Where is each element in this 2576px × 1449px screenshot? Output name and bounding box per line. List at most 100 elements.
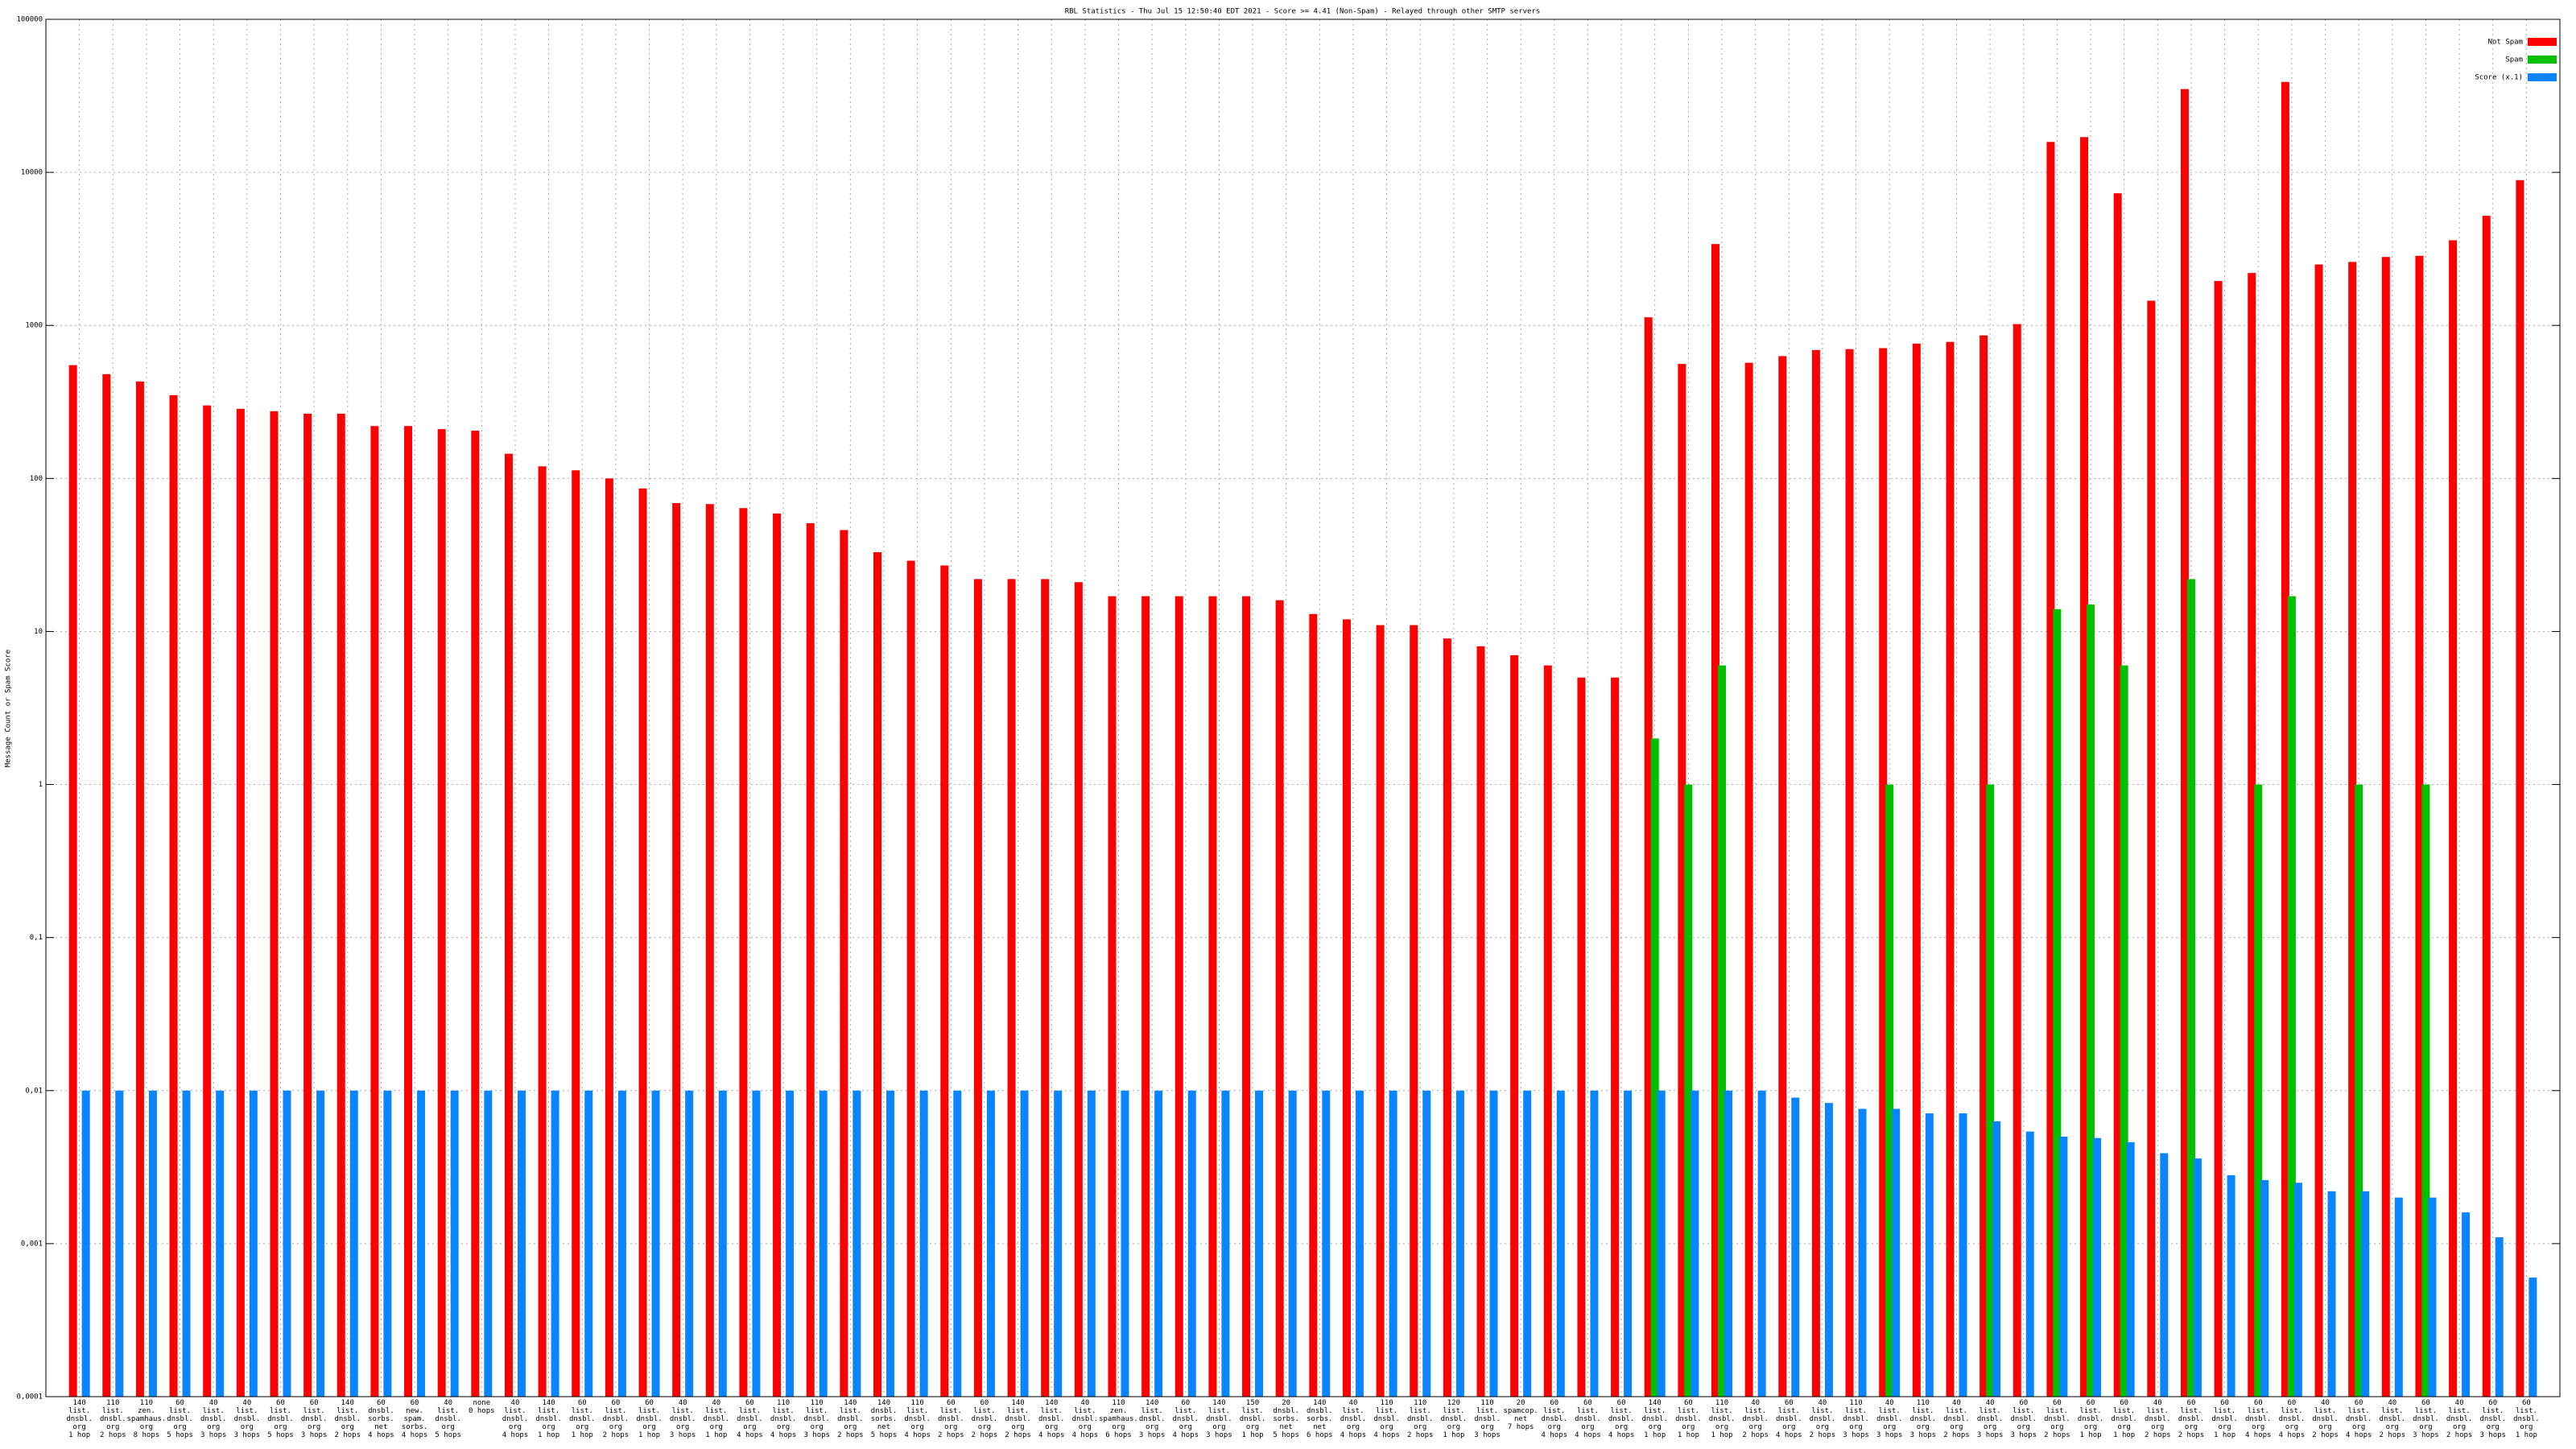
bar — [249, 1090, 258, 1397]
y-tick-label: 0,1 — [30, 934, 43, 942]
bar — [2495, 1237, 2504, 1397]
bar — [718, 1090, 727, 1397]
bar — [1892, 1108, 1901, 1397]
x-tick-label: 40 list. dnsbl. org 4 hops — [1340, 1399, 1367, 1439]
legend-swatch — [2528, 56, 2557, 64]
x-tick-label: 60 list. dnsbl. org 1 hop — [2078, 1399, 2104, 1439]
bar — [2160, 1153, 2169, 1397]
x-tick-label: 140 list. dnsbl. org 2 hops — [1005, 1399, 1031, 1439]
bar — [2053, 609, 2062, 1397]
x-tick-label: 60 list. dnsbl. org 3 hops — [2011, 1399, 2037, 1439]
bar — [1724, 1090, 1732, 1397]
bar — [1389, 1090, 1397, 1397]
x-tick-label: 40 list. dnsbl. org 2 hops — [2380, 1399, 2406, 1439]
bar — [2046, 142, 2055, 1397]
x-tick-label: 60 list. dnsbl. org 3 hops — [301, 1399, 328, 1439]
bar — [1979, 335, 1988, 1397]
bar — [1087, 1090, 1096, 1397]
bar — [2394, 1197, 2403, 1397]
x-tick-label: 60 list. dnsbl. org 4 hops — [1173, 1399, 1199, 1439]
bar — [1959, 1113, 1967, 1397]
bar — [1376, 625, 1385, 1397]
y-axis-label: Message Count or Spam Score — [5, 650, 13, 767]
bar — [1020, 1090, 1029, 1397]
x-tick-label: 60 dnsbl. sorbs. net 4 hops — [368, 1399, 394, 1439]
bar — [2482, 216, 2491, 1397]
x-tick-label: 110 list. dnsbl. org 4 hops — [770, 1399, 797, 1439]
bar — [819, 1090, 828, 1397]
bar — [2428, 1197, 2437, 1397]
x-tick-label: 60 list. dnsbl. org 4 hops — [1776, 1399, 1802, 1439]
bar — [1355, 1090, 1364, 1397]
bar — [2516, 180, 2524, 1397]
bar — [1644, 317, 1653, 1397]
y-tick-label: 1000 — [25, 322, 43, 330]
bar — [1718, 665, 1726, 1397]
bar — [1624, 1090, 1633, 1397]
bar — [973, 579, 982, 1397]
bar — [1443, 638, 1451, 1397]
bar — [584, 1090, 593, 1397]
bar — [1879, 348, 1888, 1397]
x-tick-label: 40 list. dnsbl. org 3 hops — [234, 1399, 261, 1439]
bar — [417, 1090, 426, 1397]
x-tick-label: 40 list. dnsbl. org 2 hops — [2312, 1399, 2339, 1439]
bar — [1811, 349, 1820, 1397]
bar — [135, 381, 144, 1397]
bar — [886, 1090, 894, 1397]
bar — [1208, 596, 1217, 1397]
x-tick-label: 60 list. dnsbl. org 4 hops — [2279, 1399, 2306, 1439]
bar — [617, 1090, 626, 1397]
x-tick-label: 140 dnsbl. sorbs. net 6 hops — [1307, 1399, 1333, 1439]
bar — [2193, 1158, 2202, 1397]
bar — [1489, 1090, 1498, 1397]
x-tick-label: 140 list. dnsbl. org 1 hop — [535, 1399, 562, 1439]
bar — [81, 1090, 90, 1397]
bar — [2126, 1141, 2135, 1397]
bar — [1007, 579, 1016, 1397]
x-tick-label: 60 list. dnsbl. org 4 hops — [2245, 1399, 2272, 1439]
x-tick-label: 40 list. dnsbl. org 2 hops — [1742, 1399, 1769, 1439]
bar — [1946, 341, 1955, 1397]
x-tick-label: 60 list. dnsbl. org 3 hops — [2479, 1399, 2506, 1439]
bar — [383, 1090, 392, 1397]
x-tick-label: 110 zen. spamhaus. org 8 hops — [127, 1399, 167, 1439]
y-tick-label: 1 — [39, 781, 43, 789]
x-tick-label: none 0 hops — [469, 1399, 495, 1415]
bar — [1992, 1121, 2001, 1397]
y-tick-label: 0,001 — [21, 1240, 43, 1248]
bar — [316, 1090, 325, 1397]
bar — [1845, 349, 1854, 1397]
bar — [739, 508, 748, 1397]
x-tick-label: 40 list. dnsbl. org 2 hops — [1810, 1399, 1836, 1439]
x-tick-label: 60 list. dnsbl. org 5 hops — [267, 1399, 294, 1439]
bar — [1221, 1090, 1230, 1397]
bar — [1543, 665, 1552, 1397]
bar — [551, 1090, 559, 1397]
bar — [1510, 654, 1519, 1397]
bar — [2180, 89, 2189, 1397]
bar — [672, 502, 681, 1397]
x-tick-label: 40 list. dnsbl. org 5 hops — [435, 1399, 461, 1439]
bar — [852, 1090, 861, 1397]
bar — [1410, 625, 1418, 1397]
bar — [1242, 596, 1251, 1397]
bar — [2287, 596, 2296, 1397]
bar — [1523, 1090, 1532, 1397]
legend-label: Score (x.1) — [2475, 74, 2523, 82]
x-tick-label: 40 list. dnsbl. org 1 hop — [704, 1399, 730, 1439]
bar — [2214, 281, 2223, 1397]
bar — [2348, 262, 2357, 1397]
bar — [2080, 137, 2089, 1397]
x-tick-label: 140 list. dnsbl. org 3 hops — [1139, 1399, 1166, 1439]
bar — [2381, 257, 2390, 1397]
legend-swatch — [2528, 38, 2557, 46]
x-tick-label: 60 list. dnsbl. org 4 hops — [737, 1399, 763, 1439]
bar — [68, 365, 77, 1397]
bar — [1858, 1108, 1867, 1397]
x-tick-label: 60 list. dnsbl. org 4 hops — [1575, 1399, 1601, 1439]
bar — [169, 394, 178, 1397]
x-tick-label: 20 spamcop. net 7 hops — [1503, 1399, 1538, 1431]
bar — [2421, 784, 2430, 1397]
bar — [303, 413, 312, 1397]
